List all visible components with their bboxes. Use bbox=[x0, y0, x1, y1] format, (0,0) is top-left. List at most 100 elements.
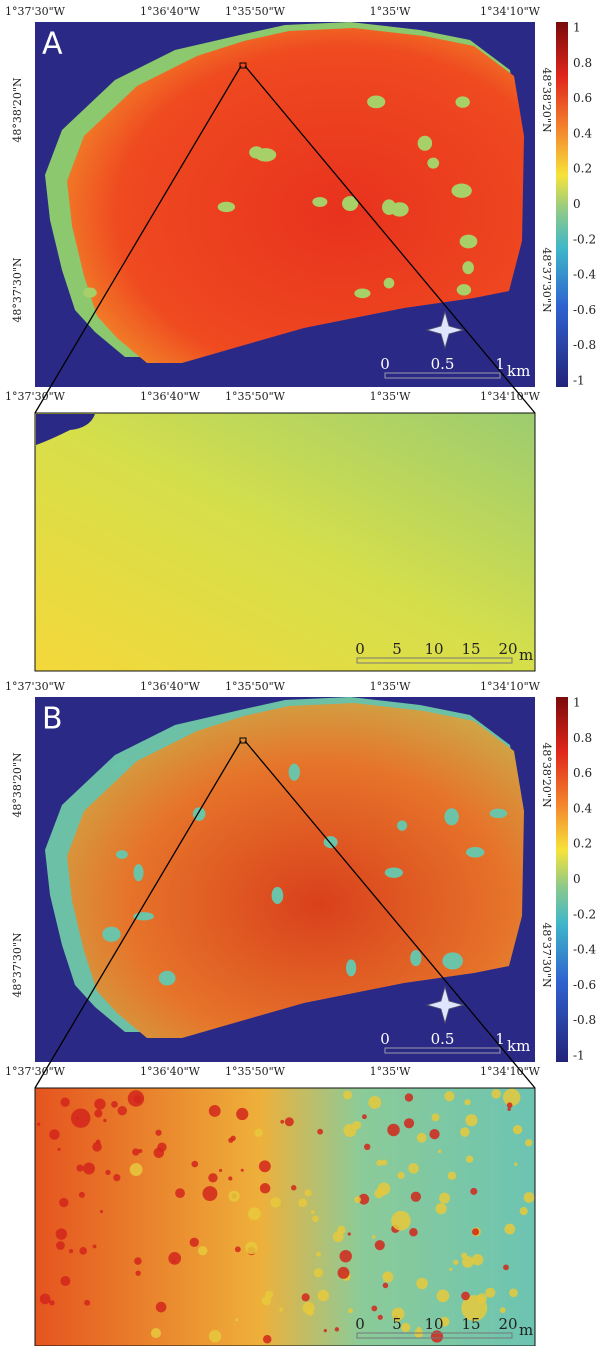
lon-label: 1°37'30"W bbox=[5, 390, 66, 403]
texture bbox=[453, 1259, 459, 1265]
texture bbox=[317, 1128, 324, 1135]
texture bbox=[465, 1155, 474, 1163]
texture bbox=[362, 1114, 367, 1120]
pond bbox=[456, 284, 472, 296]
colorbar-label: -1 bbox=[573, 1049, 585, 1063]
texture bbox=[279, 1307, 284, 1312]
texture bbox=[477, 1293, 487, 1304]
colorbar-label: -0.4 bbox=[573, 943, 596, 957]
texture bbox=[461, 1252, 468, 1259]
texture bbox=[404, 1093, 414, 1102]
texture bbox=[334, 1327, 340, 1332]
texture bbox=[56, 1241, 65, 1250]
pond bbox=[367, 95, 386, 109]
texture bbox=[403, 1118, 415, 1129]
pond bbox=[417, 135, 433, 151]
lon-label: 1°36'40"W bbox=[140, 390, 201, 403]
texture bbox=[523, 1192, 535, 1203]
texture bbox=[245, 1241, 258, 1255]
map-area bbox=[67, 28, 524, 363]
texture bbox=[132, 1148, 140, 1156]
texture bbox=[447, 1171, 457, 1180]
lon-label: 1°35'W bbox=[370, 5, 412, 18]
texture bbox=[409, 1228, 418, 1237]
colorbar-label: -0.6 bbox=[573, 978, 596, 992]
pond bbox=[489, 808, 508, 819]
panel: A0 0.5 1 km1°37'30"W 1°36'40"W 1°35'50"W 1°35'… bbox=[5, 5, 596, 672]
texture bbox=[168, 1252, 182, 1265]
texture bbox=[202, 1186, 218, 1202]
texture bbox=[92, 1142, 102, 1152]
colorbar-label: 0.2 bbox=[573, 837, 592, 851]
texture bbox=[99, 1210, 104, 1214]
colorbar-label: 0.6 bbox=[573, 766, 592, 780]
lon-label: 1°35'50"W bbox=[225, 680, 286, 693]
texture bbox=[208, 1173, 218, 1183]
texture bbox=[304, 1189, 312, 1197]
texture bbox=[506, 1102, 513, 1109]
colorbar-label: -0.6 bbox=[573, 303, 596, 317]
texture bbox=[313, 1268, 323, 1278]
texture bbox=[175, 1188, 185, 1199]
colorbar-label: -0.8 bbox=[573, 338, 596, 352]
colorbar-label: -0.8 bbox=[573, 1013, 596, 1027]
map-area bbox=[67, 703, 524, 1038]
texture bbox=[94, 1098, 106, 1110]
scale-label: 0.5 bbox=[431, 355, 455, 373]
lon-label: 1°34'10"W bbox=[480, 390, 541, 403]
texture bbox=[191, 1160, 199, 1168]
lon-label: 1°34'10"W bbox=[480, 680, 541, 693]
lon-label: 1°36'40"W bbox=[140, 1065, 201, 1078]
colorbar-label: 0.4 bbox=[573, 801, 592, 815]
texture bbox=[449, 1267, 453, 1271]
texture bbox=[254, 1128, 263, 1137]
scale-label: 1 bbox=[495, 1030, 505, 1048]
scale-label: 5 bbox=[392, 640, 402, 658]
texture bbox=[248, 1207, 261, 1221]
texture bbox=[284, 1117, 294, 1127]
texture bbox=[113, 1174, 121, 1182]
lon-label: 1°37'30"W bbox=[5, 1065, 66, 1078]
texture bbox=[514, 1162, 518, 1166]
pond bbox=[112, 760, 130, 771]
pond bbox=[462, 261, 474, 275]
texture bbox=[391, 1307, 405, 1321]
texture bbox=[280, 1119, 285, 1124]
texture bbox=[228, 1137, 234, 1143]
zoom-line bbox=[34, 65, 536, 414]
texture bbox=[79, 1247, 87, 1255]
zoom-box bbox=[239, 62, 247, 69]
pond bbox=[354, 288, 371, 299]
lon-label: 1°34'10"W bbox=[480, 5, 541, 18]
texture bbox=[339, 1249, 352, 1263]
colorbar-label: 0 bbox=[573, 197, 581, 211]
panel-label: B bbox=[42, 702, 63, 737]
lat-label: 48°37'30"N bbox=[11, 932, 24, 998]
texture bbox=[391, 1210, 411, 1231]
zoom-line bbox=[34, 740, 536, 1089]
lon-label: 1°35'W bbox=[370, 390, 412, 403]
scale-label: 1 bbox=[495, 355, 505, 373]
texture bbox=[84, 1299, 91, 1306]
colorbar-label: 0.6 bbox=[573, 91, 592, 105]
texture bbox=[368, 1096, 382, 1109]
compass bbox=[425, 985, 465, 1025]
pond bbox=[455, 96, 470, 108]
texture bbox=[471, 1253, 484, 1266]
texture bbox=[57, 1147, 61, 1152]
texture bbox=[312, 1215, 319, 1223]
scale-label: 5 bbox=[392, 1315, 402, 1333]
texture bbox=[439, 1192, 450, 1204]
texture bbox=[60, 1097, 70, 1107]
texture bbox=[381, 1159, 388, 1166]
texture bbox=[71, 1108, 91, 1128]
lat-label: 48°38'20"N bbox=[11, 752, 24, 818]
pond bbox=[427, 157, 440, 169]
scale-label: 15 bbox=[461, 1315, 480, 1333]
lat-label: 48°38'20"N bbox=[540, 742, 553, 808]
scale-label: 15 bbox=[461, 640, 480, 658]
colorbar-label: -1 bbox=[573, 374, 585, 388]
colorbar bbox=[556, 697, 568, 1062]
texture bbox=[270, 1197, 281, 1208]
texture bbox=[354, 1196, 361, 1204]
